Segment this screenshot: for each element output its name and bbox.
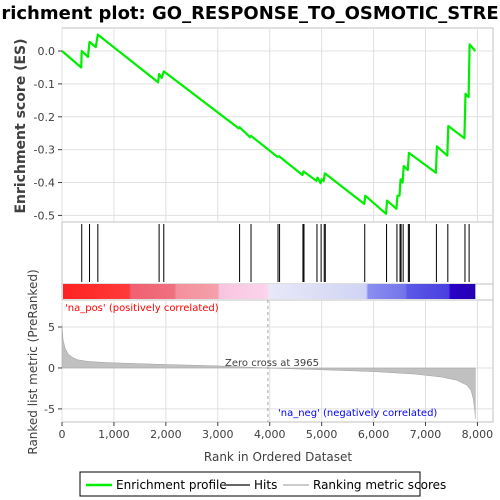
es-y-ticks: 0.0 -0.1 -0.2 -0.3 -0.4 -0.5 xyxy=(34,45,62,222)
x-tick-label: 1,000 xyxy=(98,428,130,441)
legend-hits-label: Hits xyxy=(254,478,277,492)
es-panel xyxy=(61,27,494,223)
es-tick-label: -0.3 xyxy=(34,144,55,157)
ranking-y-axis-label: Ranked list metric (PreRanked) xyxy=(26,269,40,454)
x-tick-label: 3,000 xyxy=(202,428,234,441)
hit-markers xyxy=(81,224,470,282)
es-tick-label: -0.2 xyxy=(34,111,55,124)
ranking-tick-label: 0 xyxy=(48,362,55,375)
es-y-axis-label: Enrichment score (ES) xyxy=(13,38,29,213)
x-axis-label: Rank in Ordered Dataset xyxy=(204,450,352,464)
pos-correlated-label: 'na_pos' (positively correlated) xyxy=(65,303,219,314)
hits-panel xyxy=(61,221,494,285)
x-tick-label: 4,000 xyxy=(254,428,286,441)
es-tick-label: 0.0 xyxy=(38,45,56,58)
ranking-tick-label: 5 xyxy=(48,321,55,334)
es-tick-label: -0.5 xyxy=(34,209,55,222)
legend-enrichment-label: Enrichment profile xyxy=(116,478,227,492)
ranking-y-ticks: 5 0 -5 xyxy=(44,321,62,416)
legend: Enrichment profile Hits Ranking metric s… xyxy=(79,471,446,497)
x-tick-label: 2,000 xyxy=(150,428,182,441)
enrichment-profile-line xyxy=(61,33,477,215)
ranking-tick-label: -5 xyxy=(44,403,55,416)
x-tick-label: 0 xyxy=(59,428,66,441)
ranking-panel xyxy=(61,299,494,423)
x-ticks: 0 1,000 2,000 3,000 4,000 5,000 6,000 7,000 8,00… xyxy=(59,422,494,441)
x-tick-label: 5,000 xyxy=(306,428,338,441)
x-tick-label: 8,000 xyxy=(462,428,494,441)
ranking-color-bar xyxy=(63,284,476,299)
neg-correlated-label: 'na_neg' (negatively correlated) xyxy=(278,408,437,419)
es-gridlines xyxy=(61,28,493,222)
es-tick-label: -0.4 xyxy=(34,177,55,190)
x-tick-label: 7,000 xyxy=(410,428,442,441)
es-tick-label: -0.1 xyxy=(34,78,55,91)
zero-cross-label: Zero cross at 3965 xyxy=(225,358,319,369)
x-tick-label: 6,000 xyxy=(358,428,390,441)
plot-title: Enrichment plot: GO_RESPONSE_TO_OSMOTIC_… xyxy=(0,3,500,24)
legend-ranking-label: Ranking metric scores xyxy=(313,478,446,492)
